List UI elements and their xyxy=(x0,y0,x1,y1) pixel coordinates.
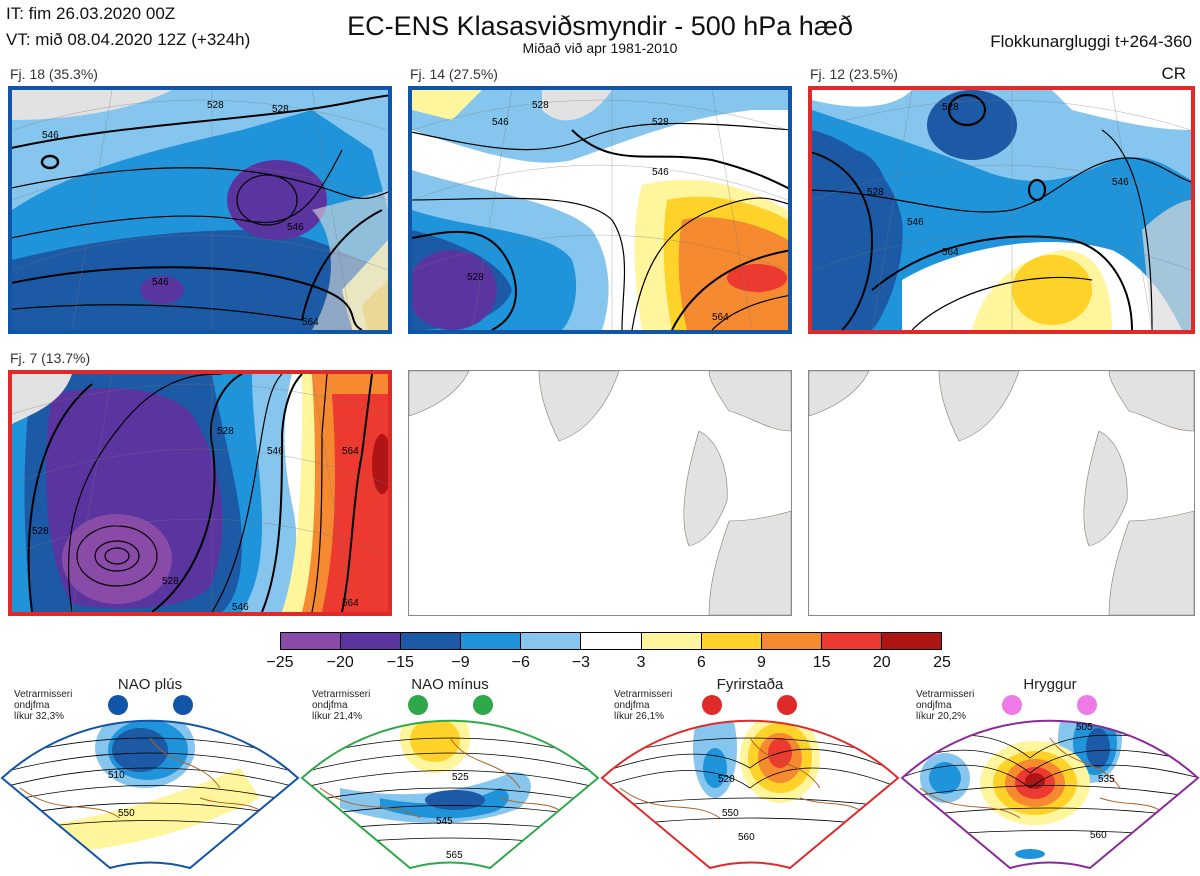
classification-window: Flokkunargluggi t+264-360 xyxy=(990,32,1192,51)
contour-label: 564 xyxy=(942,247,959,258)
colorbar-tick-label: −9 xyxy=(451,654,470,671)
colorbar xyxy=(280,632,942,650)
colorbar-swatch xyxy=(401,633,462,649)
contour-label: 560 xyxy=(1090,830,1107,841)
colorbar-swatch xyxy=(761,633,822,649)
contour-label: 546 xyxy=(267,446,284,457)
colorbar-tick-label: −20 xyxy=(326,654,354,671)
valid-time: VT: mið 08.04.2020 12Z (+324h) xyxy=(6,30,251,49)
cluster-map-4: 528 546 564 528 528 546 564 xyxy=(8,370,392,616)
regime-note: Vetrarmisseri ondjfma líkur 21,4% xyxy=(312,689,371,722)
contour-label: 564 xyxy=(302,317,319,328)
panel-4-label: Fj. 7 (13.7%) xyxy=(10,350,91,366)
contour-label: 528 xyxy=(272,104,289,115)
regime-fan-ridge: 505 535 560 xyxy=(900,678,1200,871)
regime-title: NAO plús xyxy=(117,676,183,693)
contour-label: 528 xyxy=(652,117,669,128)
panel-3-label: Fj. 12 (23.5%) xyxy=(810,66,898,82)
colorbar-swatch xyxy=(581,633,642,649)
colorbar-tick-label: −6 xyxy=(511,654,530,671)
contour-label: 565 xyxy=(446,850,463,861)
regime-title: NAO mínus xyxy=(411,676,489,693)
page-title: EC-ENS Klasasviðsmyndir - 500 hPa hæð xyxy=(347,11,853,41)
init-time: IT: fim 26.03.2020 00Z xyxy=(6,4,176,23)
contour-label: 528 xyxy=(532,100,549,111)
colorbar-tick-label: 9 xyxy=(757,654,766,671)
colorbar-tick-label: −3 xyxy=(571,654,591,671)
contour-label: 560 xyxy=(738,832,755,843)
regime-fan-blocking: 520 550 560 xyxy=(600,678,900,871)
contour-label: 564 xyxy=(712,312,729,323)
colorbar-tick-label: 20 xyxy=(872,654,891,671)
contour-label: 520 xyxy=(718,774,735,785)
cluster-map-3: 528 546 528 546 564 xyxy=(808,86,1195,334)
contour-label: 505 xyxy=(1076,722,1093,733)
contour-label: 528 xyxy=(162,576,179,587)
colorbar-swatch xyxy=(881,633,942,649)
contour-label: 535 xyxy=(1098,774,1115,785)
colorbar-tick-label: 15 xyxy=(812,654,831,671)
colorbar-tick-label: 25 xyxy=(933,654,951,671)
contour-label: 546 xyxy=(42,130,59,141)
colorbar-swatch xyxy=(821,633,882,649)
contour-label: 546 xyxy=(1112,177,1129,188)
regime-title: Hryggur xyxy=(1023,676,1077,693)
panel-1-label: Fj. 18 (35.3%) xyxy=(10,66,98,82)
contour-label: 528 xyxy=(467,272,484,283)
contour-label: 525 xyxy=(452,772,469,783)
empty-map-6 xyxy=(808,370,1195,616)
contour-label: 546 xyxy=(232,602,249,612)
colorbar-swatch xyxy=(641,633,702,649)
contour-label: 528 xyxy=(867,187,884,198)
contour-label: 550 xyxy=(118,808,135,819)
colorbar-tick-label: 6 xyxy=(696,654,706,671)
colorbar-swatch xyxy=(701,633,762,649)
contour-label: 528 xyxy=(942,102,959,113)
colorbar-tick-label: −15 xyxy=(386,654,414,671)
page-subtitle: Miðað við apr 1981-2010 xyxy=(522,40,678,56)
contour-label: 564 xyxy=(342,446,359,457)
regime-note: Vetrarmisseri ondjfma líkur 26,1% xyxy=(614,689,673,722)
contour-label: 528 xyxy=(32,526,49,537)
contour-label: 545 xyxy=(436,816,453,827)
contour-label: 510 xyxy=(108,770,125,781)
contour-label: 546 xyxy=(287,222,304,233)
colorbar-tick-label: −25 xyxy=(266,654,294,671)
contour-label: 550 xyxy=(722,808,739,819)
contour-label: 546 xyxy=(652,167,669,178)
cluster-map-2: 546 528 528 546 528 564 xyxy=(408,86,792,334)
panel-2-label: Fj. 14 (27.5%) xyxy=(410,66,498,82)
contour-label: 564 xyxy=(342,598,359,609)
colorbar-swatch xyxy=(521,633,582,649)
contour-label: 546 xyxy=(152,277,169,288)
contour-label: 528 xyxy=(207,100,224,111)
empty-map-5 xyxy=(408,370,792,616)
colorbar-swatch xyxy=(341,633,402,649)
colorbar-swatch xyxy=(281,633,342,649)
colorbar-swatch xyxy=(461,633,522,649)
regime-fan-nao-minus: 525 545 565 xyxy=(300,678,600,871)
cluster-map-1: 546 528 528 546 546 564 xyxy=(8,86,392,334)
regime-title: Fyrirstaða xyxy=(716,676,784,693)
contour-label: 546 xyxy=(907,217,924,228)
cr-label: CR xyxy=(1161,64,1186,83)
regime-fan-nao-plus: 510 550 xyxy=(0,678,300,871)
regime-note: Vetrarmisseri ondjfma líkur 20,2% xyxy=(916,689,975,722)
regime-note: Vetrarmisseri ondjfma líkur 32,3% xyxy=(14,689,73,722)
contour-label: 546 xyxy=(492,117,509,128)
colorbar-tick-label: 3 xyxy=(636,654,646,671)
contour-label: 528 xyxy=(217,426,234,437)
